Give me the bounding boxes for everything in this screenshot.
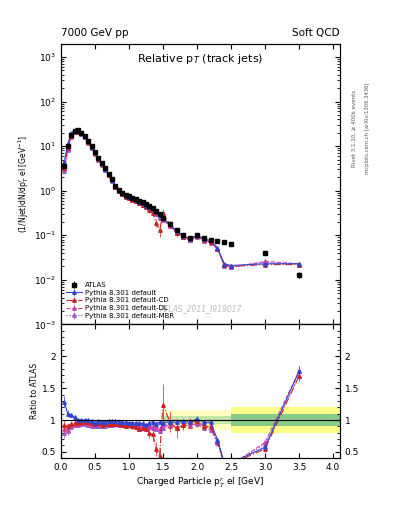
Bar — [163, 411, 231, 430]
Text: Relative p$_T$ (track jets): Relative p$_T$ (track jets) — [137, 52, 264, 66]
Bar — [231, 407, 340, 433]
Text: mcplots.cern.ch [arXiv:1306.3436]: mcplots.cern.ch [arXiv:1306.3436] — [365, 82, 371, 174]
Legend: ATLAS, Pythia 8.301 default, Pythia 8.301 default-CD, Pythia 8.301 default-DL, P: ATLAS, Pythia 8.301 default, Pythia 8.30… — [64, 280, 176, 321]
Text: ATLAS_2011_I919017: ATLAS_2011_I919017 — [159, 304, 242, 313]
Y-axis label: Ratio to ATLAS: Ratio to ATLAS — [30, 364, 39, 419]
Bar — [163, 416, 231, 424]
X-axis label: Charged Particle p$^r_T$ el [GeV]: Charged Particle p$^r_T$ el [GeV] — [136, 476, 264, 490]
Text: Rivet 3.1.10, ≥ 400k events: Rivet 3.1.10, ≥ 400k events — [352, 90, 357, 166]
Bar — [231, 414, 340, 426]
Text: Soft QCD: Soft QCD — [292, 28, 340, 38]
Text: 7000 GeV pp: 7000 GeV pp — [61, 28, 129, 38]
Y-axis label: (1/Njet)dN/dp$^r_T$ el [GeV$^{-1}$]: (1/Njet)dN/dp$^r_T$ el [GeV$^{-1}$] — [16, 135, 31, 233]
